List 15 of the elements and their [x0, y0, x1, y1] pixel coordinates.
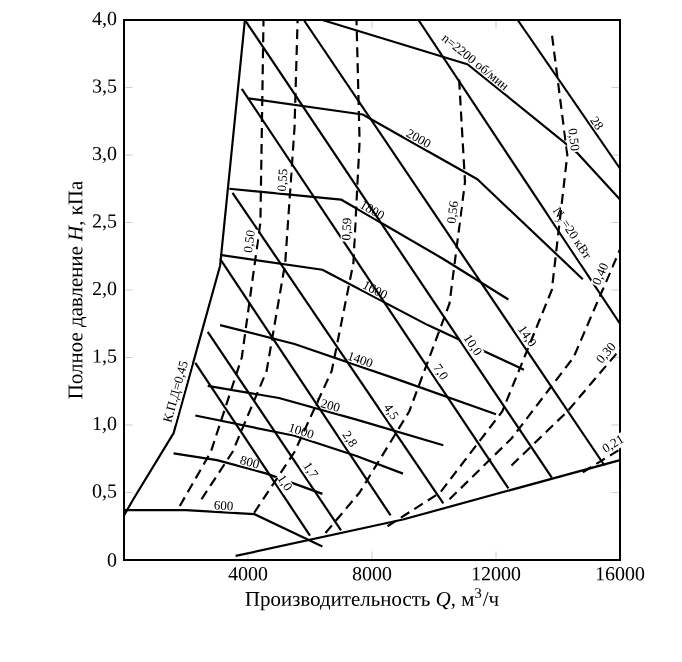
y-tick-label: 3,5: [93, 79, 117, 96]
x-tick-label: 16000: [596, 567, 645, 581]
y-tick-label: 0,5: [92, 484, 117, 501]
y-tick-label: 1,5: [93, 349, 117, 366]
y-tick-label: 2,0: [92, 281, 117, 299]
x-tick-label: 8000: [352, 567, 392, 581]
y-tick-label: 3,0: [93, 146, 117, 164]
x-tick-label: 12000: [472, 567, 521, 581]
x-tick-label: 4000: [228, 567, 268, 581]
y-axis-title: Полное давление H, кПа: [68, 181, 87, 399]
x-axis-title: Производительность Q, м$^{3}$/ч: [245, 588, 499, 611]
y-tick-label: 0: [107, 553, 117, 567]
y-tick-label: 4,0: [92, 11, 117, 29]
y-tick-label: 1,0: [93, 416, 117, 434]
y-tick-label: 2,5: [92, 214, 117, 231]
